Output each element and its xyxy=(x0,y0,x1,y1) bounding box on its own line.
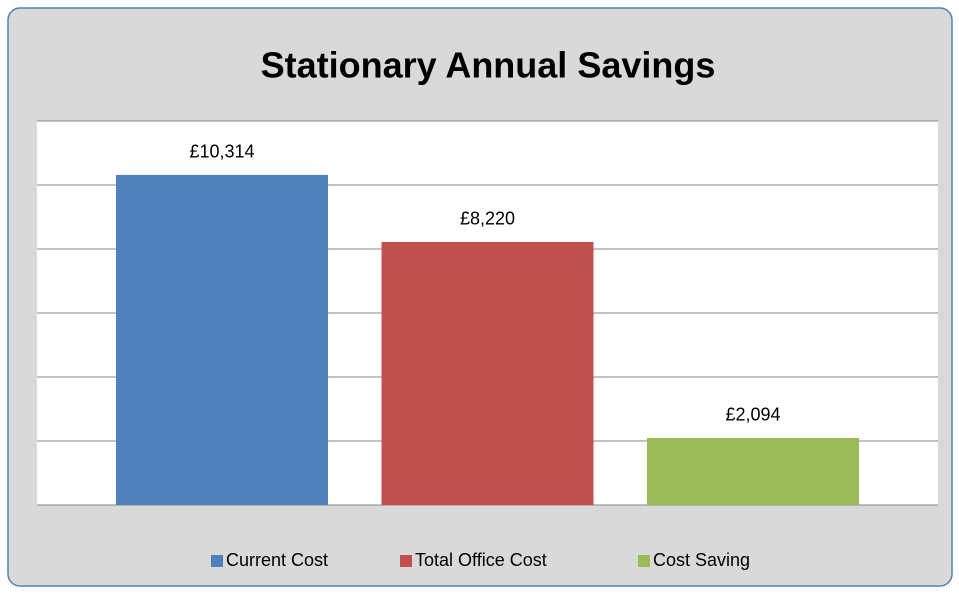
legend-label: Cost Saving xyxy=(653,550,750,570)
chart-title: Stationary Annual Savings xyxy=(261,45,716,86)
legend-swatch xyxy=(400,555,412,567)
data-label: £8,220 xyxy=(460,209,515,229)
data-label: £2,094 xyxy=(725,405,780,425)
legend-label: Current Cost xyxy=(226,550,328,570)
legend-label: Total Office Cost xyxy=(415,550,547,570)
legend-swatch xyxy=(638,555,650,567)
bar xyxy=(647,437,859,505)
legend-swatch xyxy=(211,555,223,567)
data-label: £10,314 xyxy=(189,142,254,162)
bar xyxy=(381,241,594,505)
bar xyxy=(116,174,328,505)
